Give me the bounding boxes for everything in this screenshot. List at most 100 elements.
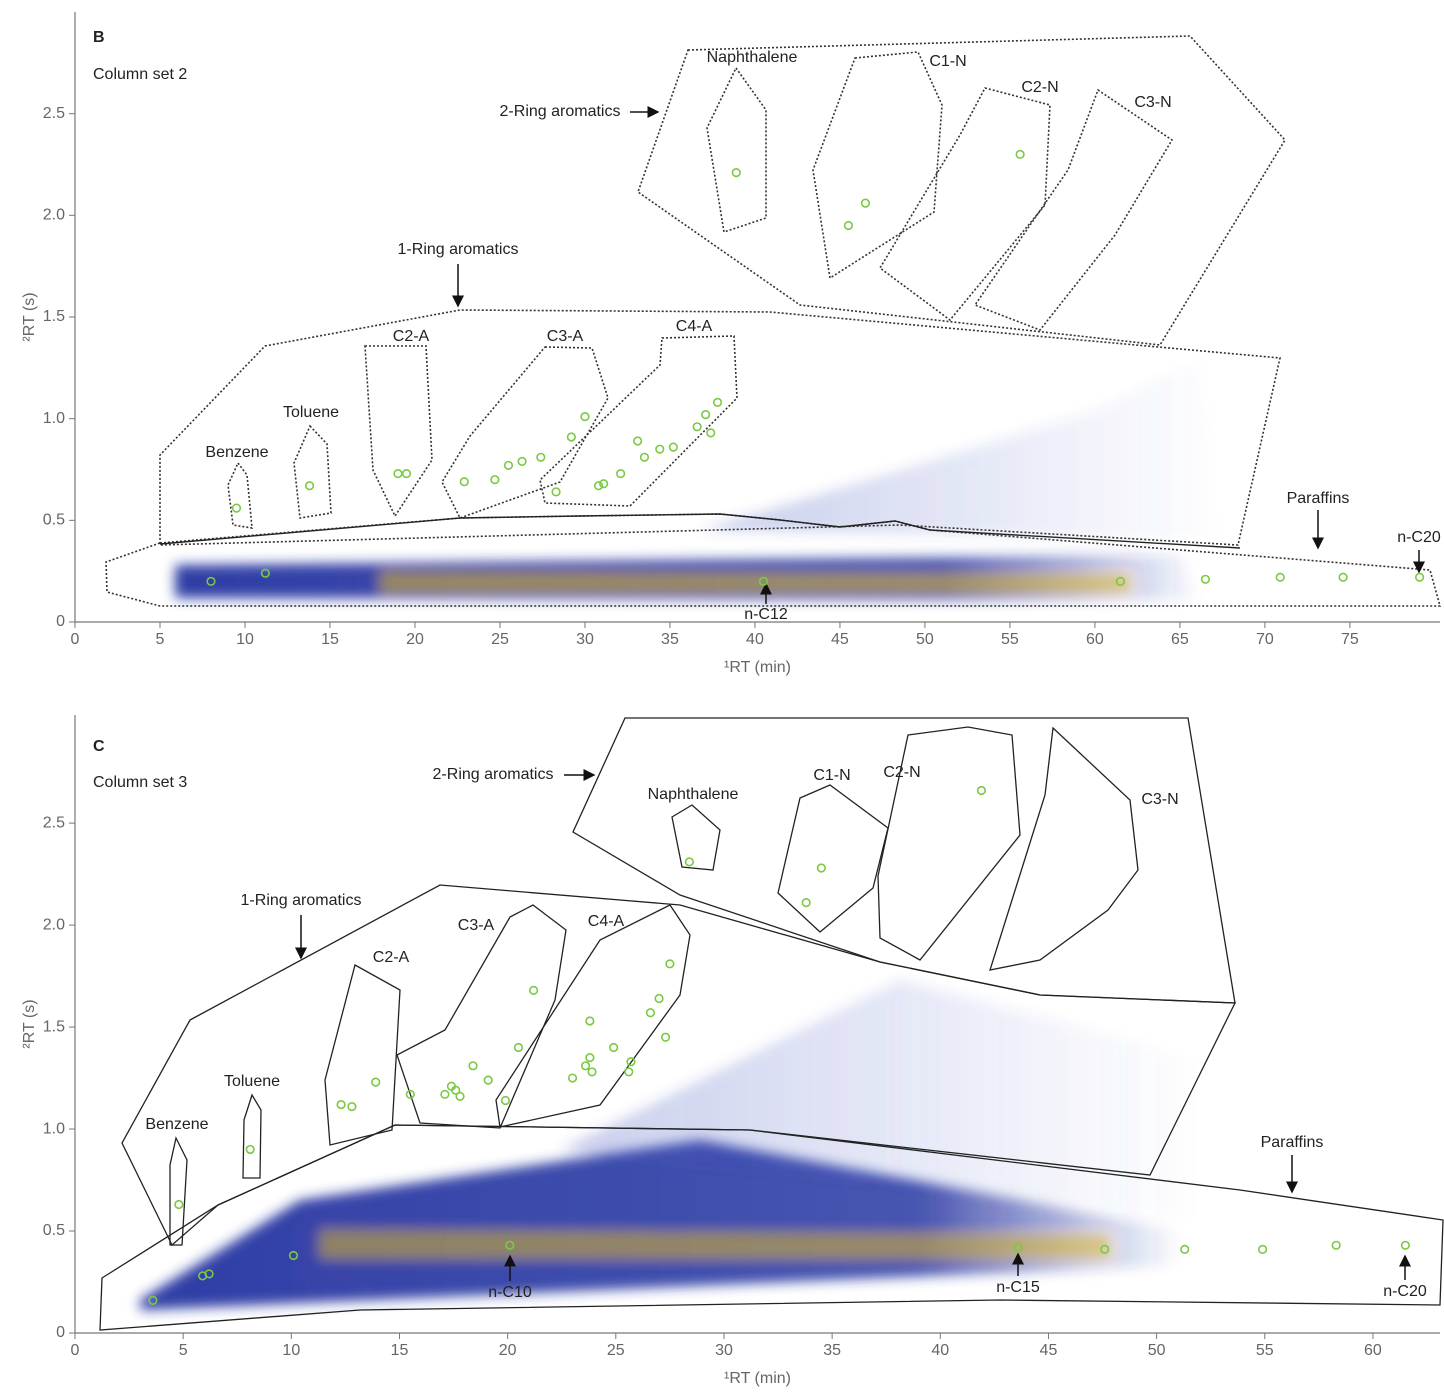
annotation: C2-N — [883, 764, 920, 781]
annotation: Paraffins — [1287, 490, 1350, 507]
point — [1331, 1240, 1341, 1250]
x-tick-label: 10 — [282, 1342, 300, 1359]
point — [1415, 572, 1425, 582]
annotation: Naphthalene — [707, 49, 798, 66]
point — [440, 1089, 450, 1099]
annotation: n-C20 — [1383, 1283, 1427, 1300]
y-tick-label: 1.0 — [43, 410, 65, 427]
annotation: Benzene — [145, 1116, 208, 1133]
point — [1275, 572, 1285, 582]
region-outlines-c — [99, 717, 1444, 1331]
point — [500, 1095, 511, 1106]
x-tick-label: 65 — [1171, 631, 1189, 648]
annotation: Toluene — [224, 1073, 280, 1090]
x-tick-label: 55 — [1256, 1342, 1274, 1359]
panel-subtitle: Column set 3 — [93, 774, 187, 791]
point — [580, 1061, 591, 1071]
annotation: Naphthalene — [648, 786, 739, 803]
x-tick-label: 40 — [931, 1342, 949, 1359]
y-tick-label: 1.0 — [43, 1120, 65, 1137]
point — [801, 898, 811, 908]
point — [624, 1067, 634, 1077]
annotation: C3-N — [1141, 791, 1178, 808]
x-tick-label: 50 — [916, 631, 934, 648]
chart: 0 5 10 15 20 25 30 35 40 45 50 55 60 0 0.5 1.0 1.5 2.0 2.5… — [21, 715, 1440, 1387]
annotation: n-C20 — [1397, 529, 1441, 546]
x-tick-label: 45 — [831, 631, 849, 648]
point — [758, 576, 769, 586]
y-tick-label: 1.5 — [43, 308, 65, 325]
x-tick-label: 15 — [321, 631, 339, 648]
x-tick-label: 15 — [391, 1342, 409, 1359]
x-tick-label: 5 — [179, 1342, 188, 1359]
x-axis-label: ¹RT (min) — [724, 1370, 791, 1387]
x-tick-label: 20 — [406, 631, 424, 648]
point — [626, 1057, 636, 1067]
point — [567, 1073, 578, 1083]
x-tick-label: 45 — [1040, 1342, 1058, 1359]
point — [660, 1032, 671, 1042]
annotation: C2-N — [1021, 79, 1058, 96]
point — [513, 1042, 524, 1053]
point — [684, 857, 694, 867]
point — [976, 785, 986, 796]
y-axis-label: ²RT (s) — [21, 999, 38, 1048]
annotation: C2-A — [373, 949, 410, 966]
annotation: 1-Ring aromatics — [241, 892, 362, 909]
x-tick-label: 70 — [1256, 631, 1274, 648]
point — [585, 1053, 595, 1063]
annotation: n-C15 — [996, 1279, 1040, 1296]
point — [1400, 1240, 1410, 1250]
point — [371, 1077, 381, 1087]
point — [668, 442, 678, 452]
point — [206, 576, 216, 586]
point — [483, 1075, 493, 1085]
point — [245, 1144, 255, 1155]
point — [536, 452, 546, 462]
point — [645, 1008, 656, 1018]
x-tick-label: 20 — [499, 1342, 517, 1359]
point — [505, 1240, 515, 1250]
annotations-c: C Column set 3 Naphthalene C1-N C2-N C3-… — [93, 738, 1427, 1301]
point — [347, 1102, 357, 1112]
annotation: C1-N — [813, 767, 850, 784]
point — [490, 475, 500, 485]
x-tick-label: 55 — [1001, 631, 1019, 648]
point — [1338, 572, 1348, 582]
annotation: C4-A — [588, 913, 625, 930]
point — [609, 1042, 619, 1053]
point — [599, 479, 609, 489]
point — [393, 468, 403, 479]
y-tick-label: 2.0 — [43, 207, 65, 224]
point — [639, 452, 650, 462]
x-tick-label: 35 — [823, 1342, 841, 1359]
point — [517, 456, 527, 466]
y-axis-label: ²RT (s) — [21, 292, 38, 341]
annotation: Paraffins — [1261, 1134, 1324, 1151]
point — [712, 397, 723, 408]
annotation: C1-N — [929, 53, 966, 70]
x-tick-label: 30 — [576, 631, 594, 648]
y-tick-label: 0.5 — [43, 512, 65, 529]
annotation: C3-N — [1134, 94, 1171, 111]
point — [692, 422, 702, 432]
annotation: n-C10 — [488, 1284, 532, 1301]
point — [551, 487, 561, 497]
point — [455, 1091, 465, 1102]
annotation: n-C12 — [744, 606, 788, 623]
panel-label: C — [93, 738, 105, 755]
density-background — [140, 360, 1220, 1310]
annotations-b: B Column set 2 Naphthalene C1-N C2-N C3-… — [93, 29, 1441, 623]
point — [1013, 1242, 1023, 1252]
annotation: C2-A — [393, 328, 430, 345]
point — [336, 1099, 346, 1110]
point — [654, 993, 664, 1004]
point — [665, 959, 675, 969]
chart: 0 5 10 15 20 25 30 35 40 45 50 55 60 65 70 75 0 0.5 1.0 1.5… — [21, 12, 1440, 676]
panel-label: B — [93, 29, 105, 46]
point — [633, 436, 643, 446]
x-tick-label: 0 — [71, 1342, 80, 1359]
point — [288, 1250, 299, 1261]
x-tick-label: 40 — [746, 631, 764, 648]
y-tick-label: 2.0 — [43, 916, 65, 933]
